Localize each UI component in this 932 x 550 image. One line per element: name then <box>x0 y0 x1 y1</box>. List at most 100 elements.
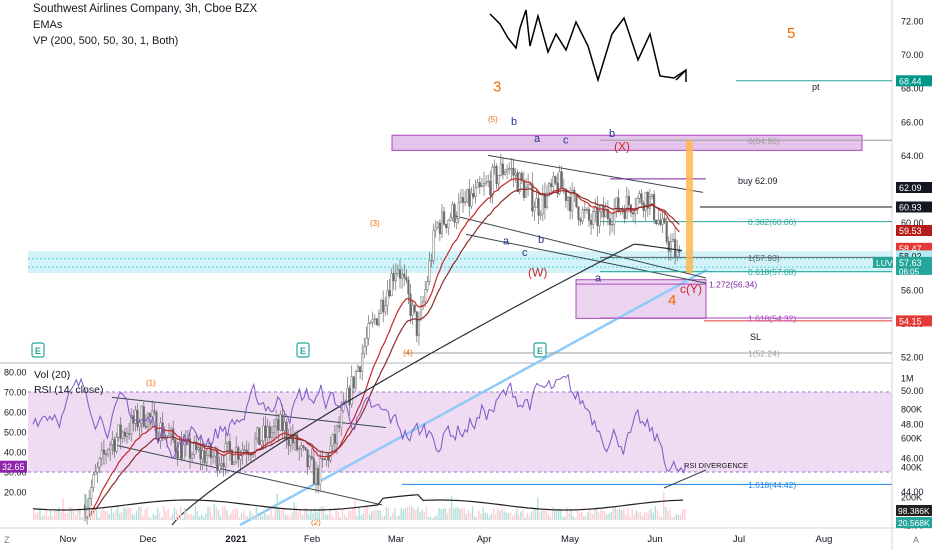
time-tick-label: Jul <box>733 534 745 545</box>
volume-bar <box>339 517 341 520</box>
volume-bar <box>583 515 585 520</box>
wave-label: c <box>522 247 528 259</box>
volume-bar <box>70 507 73 520</box>
volume-bar <box>579 512 581 520</box>
volume-bar <box>117 506 119 520</box>
volume-bar <box>259 515 262 520</box>
earnings-marker-label: E <box>537 346 543 356</box>
volume-bar <box>530 511 533 520</box>
candle-body <box>348 387 351 406</box>
indicator-rsi-label[interactable]: RSI (14, close) <box>34 384 104 396</box>
volume-bar <box>165 511 167 520</box>
resistance-zone <box>391 134 863 151</box>
candle-body <box>667 241 670 252</box>
candle-body <box>321 458 324 460</box>
volume-bar <box>360 515 362 520</box>
candle-body <box>123 431 126 437</box>
volume-bar <box>43 514 45 520</box>
volume-bar <box>495 514 497 520</box>
candle-body <box>363 345 366 354</box>
timezone-button[interactable]: Z <box>4 535 10 545</box>
indicator-vp-label[interactable]: VP (200, 500, 50, 30, 1, Both) <box>33 35 179 47</box>
volume-tick-label: 200K <box>901 493 922 503</box>
candle-body <box>497 175 500 185</box>
candle-body <box>296 434 299 450</box>
volume-bar <box>621 510 623 520</box>
volume-bar <box>442 509 444 520</box>
buy-annotation: buy 62.09 <box>738 176 778 186</box>
volume-bar <box>274 507 276 520</box>
volume-bar <box>108 513 110 520</box>
candle-body <box>548 183 551 194</box>
candle-body <box>300 445 303 449</box>
candle-body <box>432 229 435 262</box>
volume-bar <box>140 506 142 520</box>
volume-bar <box>54 510 56 520</box>
candle-body <box>533 207 536 212</box>
volume-bar <box>570 509 572 520</box>
right-axis-bg <box>892 0 932 550</box>
time-tick-label: Aug <box>816 534 833 545</box>
volume-bar <box>476 516 478 520</box>
volume-bar <box>631 509 633 520</box>
volume-bar <box>131 513 134 520</box>
volume-bar <box>287 514 289 520</box>
volume-bar <box>255 506 257 520</box>
candle-body <box>386 290 389 306</box>
candle-body <box>457 201 460 219</box>
candle-body <box>587 208 591 221</box>
volume-bar <box>553 508 556 520</box>
volume-bar <box>608 513 610 520</box>
candle-body <box>543 193 546 208</box>
rsi-pane[interactable] <box>32 373 687 520</box>
volume-bar <box>520 511 522 520</box>
candle-body <box>571 189 574 212</box>
volume-bar <box>381 515 383 520</box>
price-tick-label: 56.00 <box>901 285 924 295</box>
candle-body <box>176 450 179 458</box>
candle-body <box>472 193 475 198</box>
fib-level-label: 1.618(54.32) <box>748 314 796 324</box>
volume-bar <box>87 510 89 520</box>
indicator-emas-label[interactable]: EMAs <box>33 19 63 31</box>
candle-body <box>417 318 420 336</box>
volume-bar <box>600 509 602 520</box>
candle-body <box>539 213 542 216</box>
candle-body <box>489 180 492 196</box>
volume-bar <box>312 512 314 520</box>
volume-bar <box>167 508 169 520</box>
volume-bar <box>658 516 661 520</box>
autoscale-button[interactable]: A <box>913 535 920 545</box>
volume-bar <box>421 509 423 520</box>
candle-body <box>390 273 393 297</box>
candle-body <box>468 188 471 207</box>
candle-body <box>558 171 561 194</box>
volume-bar <box>192 515 194 520</box>
candle-body <box>174 439 177 452</box>
indicator-vol-label[interactable]: Vol (20) <box>34 369 71 381</box>
volume-bar <box>455 507 457 520</box>
volume-bar <box>293 501 295 520</box>
volume-bar <box>461 508 463 520</box>
x-axis[interactable]: Nov Dec 2021 Feb Mar Apr May Jun Jul Aug <box>60 534 833 545</box>
volume-bar <box>33 510 35 520</box>
volume-bar <box>648 510 650 520</box>
candle-body <box>674 239 677 257</box>
y-axis[interactable]: 42.0044.0046.0048.0050.0052.0054.0056.00… <box>0 17 932 531</box>
candle-body <box>218 464 221 471</box>
price-axis-label-box <box>896 256 932 275</box>
rsi-tick-label: 40.00 <box>4 448 27 458</box>
volume-bar <box>623 508 625 520</box>
volume-bar <box>322 506 325 520</box>
candle-body <box>545 192 549 208</box>
volume-bar <box>247 516 249 520</box>
candle-body <box>222 463 225 468</box>
volume-bar <box>98 517 100 520</box>
candle-body <box>478 182 481 187</box>
volume-bar <box>625 514 627 520</box>
candle-body <box>646 191 649 209</box>
volume-bar <box>217 510 220 520</box>
candle-body <box>411 304 414 316</box>
candle-body <box>199 447 202 460</box>
